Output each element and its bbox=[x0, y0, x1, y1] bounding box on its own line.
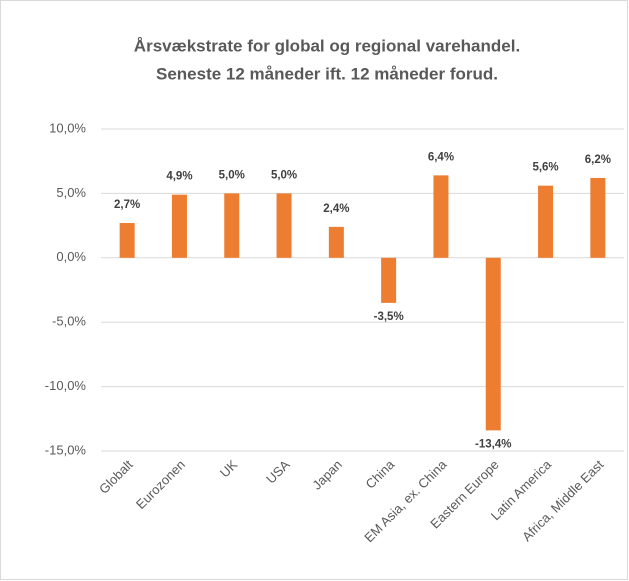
value-label: -13,4% bbox=[475, 438, 511, 450]
bar bbox=[328, 226, 344, 258]
value-label: 5,0% bbox=[271, 169, 297, 181]
chart-title: Årsvækstrate for global og regional vare… bbox=[134, 36, 520, 55]
value-label: 4,9% bbox=[166, 171, 192, 183]
y-tick-label: -5,0% bbox=[52, 314, 86, 329]
y-tick-label: 5,0% bbox=[56, 185, 86, 200]
value-label: 2,4% bbox=[323, 203, 349, 215]
y-tick-label: 10,0% bbox=[49, 120, 86, 135]
y-tick-label: 0,0% bbox=[56, 249, 86, 264]
bar bbox=[224, 193, 240, 258]
bar bbox=[590, 177, 606, 258]
bar bbox=[276, 193, 292, 258]
bar bbox=[171, 194, 187, 258]
bar bbox=[485, 257, 501, 431]
y-tick-label: -15,0% bbox=[45, 442, 87, 457]
bar bbox=[433, 175, 449, 258]
value-label: 2,7% bbox=[114, 199, 140, 211]
bar bbox=[538, 185, 554, 258]
value-label: 6,4% bbox=[428, 151, 454, 163]
y-tick-label: -10,0% bbox=[45, 378, 87, 393]
value-label: 5,0% bbox=[219, 169, 245, 181]
chart-title: Seneste 12 måneder ift. 12 måneder forud… bbox=[156, 64, 498, 83]
value-label: 5,6% bbox=[532, 162, 558, 174]
value-label: 6,2% bbox=[585, 154, 611, 166]
bar bbox=[119, 223, 135, 258]
value-label: -3,5% bbox=[374, 311, 404, 323]
bar bbox=[381, 257, 397, 303]
